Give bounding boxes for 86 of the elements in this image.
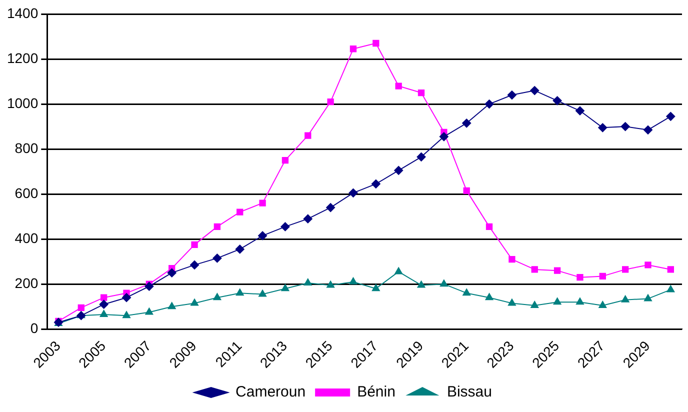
- point: [554, 267, 561, 274]
- y-tick-label: 400: [14, 230, 38, 246]
- point: [394, 267, 403, 274]
- point: [598, 300, 607, 308]
- point: [485, 293, 494, 300]
- y-tick-label: 200: [14, 274, 38, 291]
- point: [575, 106, 584, 116]
- point: [666, 112, 676, 121]
- y-tick-label: 1400: [6, 4, 38, 21]
- y-tick-label: 1200: [6, 50, 38, 66]
- point: [145, 308, 154, 315]
- point: [304, 132, 312, 139]
- point: [576, 274, 584, 281]
- point: [214, 223, 221, 230]
- point: [462, 118, 472, 128]
- point: [484, 100, 494, 109]
- point: [190, 298, 198, 306]
- point: [416, 152, 426, 162]
- legend-label: Bissau: [446, 384, 492, 401]
- point: [191, 241, 198, 248]
- point: [643, 125, 652, 134]
- point: [236, 288, 244, 296]
- point: [418, 89, 425, 96]
- point: [530, 86, 540, 96]
- point: [552, 96, 562, 106]
- point: [122, 293, 131, 302]
- point: [122, 311, 130, 318]
- point: [350, 46, 357, 52]
- point: [439, 132, 448, 142]
- point: [236, 208, 244, 216]
- point: [599, 272, 606, 280]
- point: [326, 203, 336, 212]
- point: [303, 214, 312, 224]
- point: [167, 268, 176, 278]
- point: [280, 222, 290, 232]
- point: [508, 256, 516, 263]
- point: [462, 288, 471, 296]
- point: [667, 266, 674, 273]
- point: [598, 123, 608, 132]
- point: [372, 40, 380, 47]
- point: [281, 284, 290, 292]
- point: [463, 187, 470, 194]
- point: [395, 82, 402, 90]
- point: [282, 156, 289, 164]
- point: [372, 284, 380, 292]
- point: [486, 223, 493, 230]
- point: [258, 231, 268, 240]
- point: [440, 280, 448, 287]
- y-tick-label: 800: [14, 140, 38, 156]
- point: [304, 278, 312, 286]
- point: [100, 310, 108, 317]
- point: [620, 122, 630, 132]
- point: [259, 200, 266, 206]
- point: [394, 166, 404, 175]
- point: [144, 282, 154, 291]
- point: [78, 304, 84, 312]
- point: [507, 90, 516, 100]
- point: [644, 294, 652, 302]
- point: [213, 293, 222, 300]
- point: [622, 266, 629, 273]
- point: [553, 298, 562, 305]
- point: [417, 280, 426, 288]
- point: [326, 280, 335, 288]
- point: [100, 294, 108, 301]
- point: [212, 254, 222, 263]
- y-tick-label: 0: [30, 320, 38, 336]
- y-tick-label: 1000: [6, 94, 38, 111]
- point: [349, 277, 358, 284]
- point: [508, 298, 516, 306]
- point: [531, 266, 538, 273]
- point: [371, 179, 380, 188]
- point: [327, 98, 334, 106]
- point: [168, 302, 176, 310]
- point: [621, 295, 630, 302]
- y-tick-label: 600: [14, 184, 38, 201]
- point: [666, 285, 675, 292]
- point: [348, 188, 358, 198]
- point: [576, 298, 584, 305]
- point: [530, 300, 539, 308]
- point: [644, 262, 652, 268]
- point: [190, 260, 200, 270]
- point: [99, 300, 108, 309]
- legend-label: Cameroun: [236, 384, 306, 401]
- legend-label: Bénin: [357, 384, 396, 401]
- point: [258, 290, 267, 297]
- point: [235, 244, 244, 254]
